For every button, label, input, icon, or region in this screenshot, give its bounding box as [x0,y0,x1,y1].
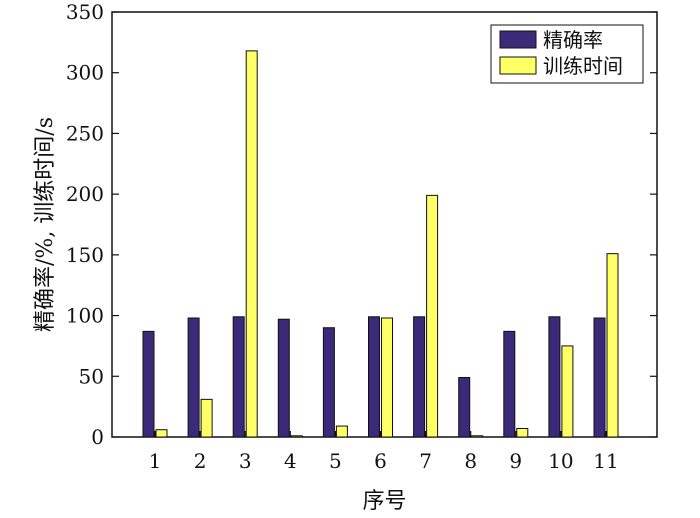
y-axis-title: 精确率/%, 训练时间/s [33,117,58,332]
bar-training-time [155,429,168,438]
x-tick-label: 4 [284,449,297,473]
bar-accuracy [142,330,155,438]
bar-accuracy [232,316,245,438]
x-tick-label: 11 [593,449,618,473]
x-tick-label: 3 [239,449,252,473]
x-tick-label: 2 [194,449,207,473]
y-tick-label: 50 [79,364,104,388]
bar-training-time [245,50,258,438]
y-tick-label: 350 [66,0,104,24]
x-tick-label: 7 [419,449,432,473]
bar-training-time [290,435,303,438]
bar-accuracy [368,316,380,438]
bar-accuracy [503,330,516,438]
bar-accuracy [413,316,426,438]
bar-accuracy [458,377,471,438]
y-tick-label: 300 [66,61,104,85]
bar-training-time [606,253,619,438]
bar-training-time [516,428,529,438]
x-tick-label: 5 [329,449,342,473]
bar-training-time [471,435,484,438]
legend-label-accuracy: 精确率 [543,28,603,52]
legend: 精确率 训练时间 [490,24,644,84]
legend-label-training-time: 训练时间 [543,54,623,78]
bars-layer [142,50,619,438]
x-tick-label: 9 [509,449,522,473]
y-tick-label: 100 [66,304,104,328]
y-tick-label: 150 [66,243,104,267]
bar-training-time [381,317,393,438]
x-axis-title: 序号 [362,489,406,514]
bar-training-time [426,194,439,438]
bar-training-time [200,398,213,438]
y-tick-label: 250 [66,121,104,145]
bar-accuracy [277,318,290,438]
x-tick-label: 8 [464,449,477,473]
bar-training-time [561,345,574,438]
x-axis: 1 2 3 4 5 6 7 8 9 10 11 [149,431,619,473]
x-tick-label: 10 [548,449,573,473]
bar-accuracy [548,316,561,438]
legend-swatch-accuracy [499,30,537,49]
x-tick-label: 6 [374,449,387,473]
y-tick-label: 200 [66,182,104,206]
bar-accuracy [322,327,335,438]
bar-training-time [335,425,348,438]
y-tick-label: 0 [91,425,104,449]
x-tick-label: 1 [149,449,162,473]
legend-swatch-training-time [499,56,537,75]
y-axis: 0 50 100 150 200 250 300 350 [66,0,657,449]
bar-accuracy [187,317,200,438]
bar-accuracy [593,317,606,438]
